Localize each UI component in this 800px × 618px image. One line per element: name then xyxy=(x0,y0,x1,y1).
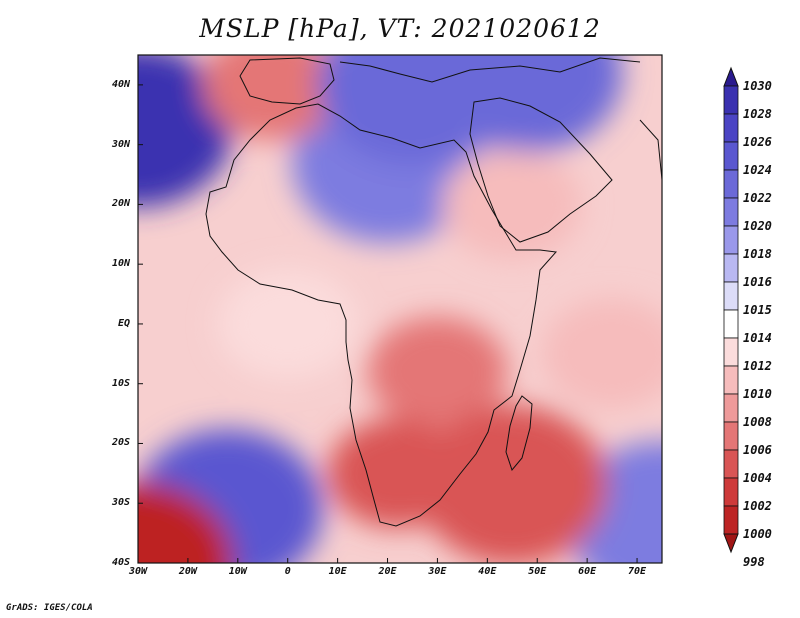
colorbar-cell xyxy=(723,197,739,227)
pressure-field xyxy=(138,55,662,563)
arabia-coastline xyxy=(469,97,613,243)
lon-label: 70E xyxy=(628,566,647,577)
lon-label: 30E xyxy=(428,566,447,577)
pressure-cell-9 xyxy=(417,405,608,563)
lat-label: 30N xyxy=(111,138,130,150)
lon-label: 10W xyxy=(228,566,247,577)
colorbar-label: 1026 xyxy=(743,135,772,149)
lat-label: EQ xyxy=(117,317,130,329)
colorbar-cell xyxy=(723,365,739,395)
colorbar xyxy=(723,66,739,554)
colorbar-cell xyxy=(723,393,739,423)
lat-label: 20N xyxy=(111,198,130,210)
lon-label: 40E xyxy=(478,566,497,577)
africa-coastline xyxy=(205,103,558,527)
colorbar-cell xyxy=(723,253,739,283)
lat-label: 10S xyxy=(111,377,130,389)
lon-label: 50E xyxy=(528,566,547,577)
lat-label: 10N xyxy=(111,258,130,270)
lon-label: 0 xyxy=(284,566,291,577)
colorbar-label: 1022 xyxy=(743,191,772,205)
pressure-cell-14 xyxy=(138,483,233,563)
colorbar-cell xyxy=(723,505,739,535)
colorbar-label: 1002 xyxy=(743,499,772,513)
colorbar-min-arrow xyxy=(723,533,739,554)
colorbar-cell xyxy=(723,85,739,115)
pressure-cell-8 xyxy=(367,316,508,427)
pressure-cell-3 xyxy=(202,55,343,140)
lat-label: 20S xyxy=(111,437,130,449)
colorbar-cell xyxy=(723,421,739,451)
colorbar-label: 1028 xyxy=(743,107,772,121)
colorbar-label: 1006 xyxy=(743,443,772,457)
colorbar-label: 1020 xyxy=(743,219,772,233)
colorbar-label: 1000 xyxy=(743,527,772,541)
colorbar-cell xyxy=(723,225,739,255)
colorbar-cell xyxy=(723,141,739,171)
colorbar-label: 1016 xyxy=(743,275,772,289)
colorbar-label: 1014 xyxy=(743,331,772,345)
colorbar-cell xyxy=(723,337,739,367)
iberia-coastline xyxy=(239,57,335,105)
india-coastline xyxy=(639,119,663,181)
colorbar-label: 998 xyxy=(743,555,765,569)
pressure-cell-5 xyxy=(432,55,623,153)
grads-credit: GrADS: IGES/COLA xyxy=(6,603,93,613)
lon-label: 60E xyxy=(578,566,597,577)
lat-label: 40S xyxy=(111,557,130,568)
colorbar-label: 1018 xyxy=(743,247,772,261)
colorbar-cell xyxy=(723,449,739,479)
colorbar-label: 1024 xyxy=(743,163,772,177)
lon-label: 10E xyxy=(328,566,347,577)
coastlines xyxy=(205,57,663,527)
colorbar-label: 1030 xyxy=(743,79,772,93)
lon-label: 20E xyxy=(378,566,397,577)
colorbar-label: 1008 xyxy=(743,415,772,429)
pressure-cell-12 xyxy=(217,268,358,379)
lon-label: 20W xyxy=(178,566,197,577)
madagascar-coastline xyxy=(505,395,533,472)
lat-label: 40N xyxy=(111,78,130,90)
pressure-cell-13 xyxy=(542,298,662,409)
colorbar-max-arrow xyxy=(723,66,739,87)
colorbar-label: 1012 xyxy=(743,359,772,373)
map-title: MSLP [hPa], VT: 2021020612 xyxy=(199,14,601,43)
colorbar-label: 1004 xyxy=(743,471,772,485)
colorbar-label: 1015 xyxy=(743,303,772,317)
colorbar-label: 1010 xyxy=(743,387,772,401)
plot-frame xyxy=(137,54,663,564)
pressure-cell-10 xyxy=(327,418,468,529)
colorbar-cell xyxy=(723,113,739,143)
colorbar-cell xyxy=(723,281,739,311)
europe-coastline xyxy=(339,57,641,83)
colorbar-cell xyxy=(723,309,739,339)
colorbar-cell xyxy=(723,169,739,199)
lon-label: 30W xyxy=(128,566,148,577)
colorbar-cell xyxy=(723,477,739,507)
lat-label: 30S xyxy=(111,497,130,509)
